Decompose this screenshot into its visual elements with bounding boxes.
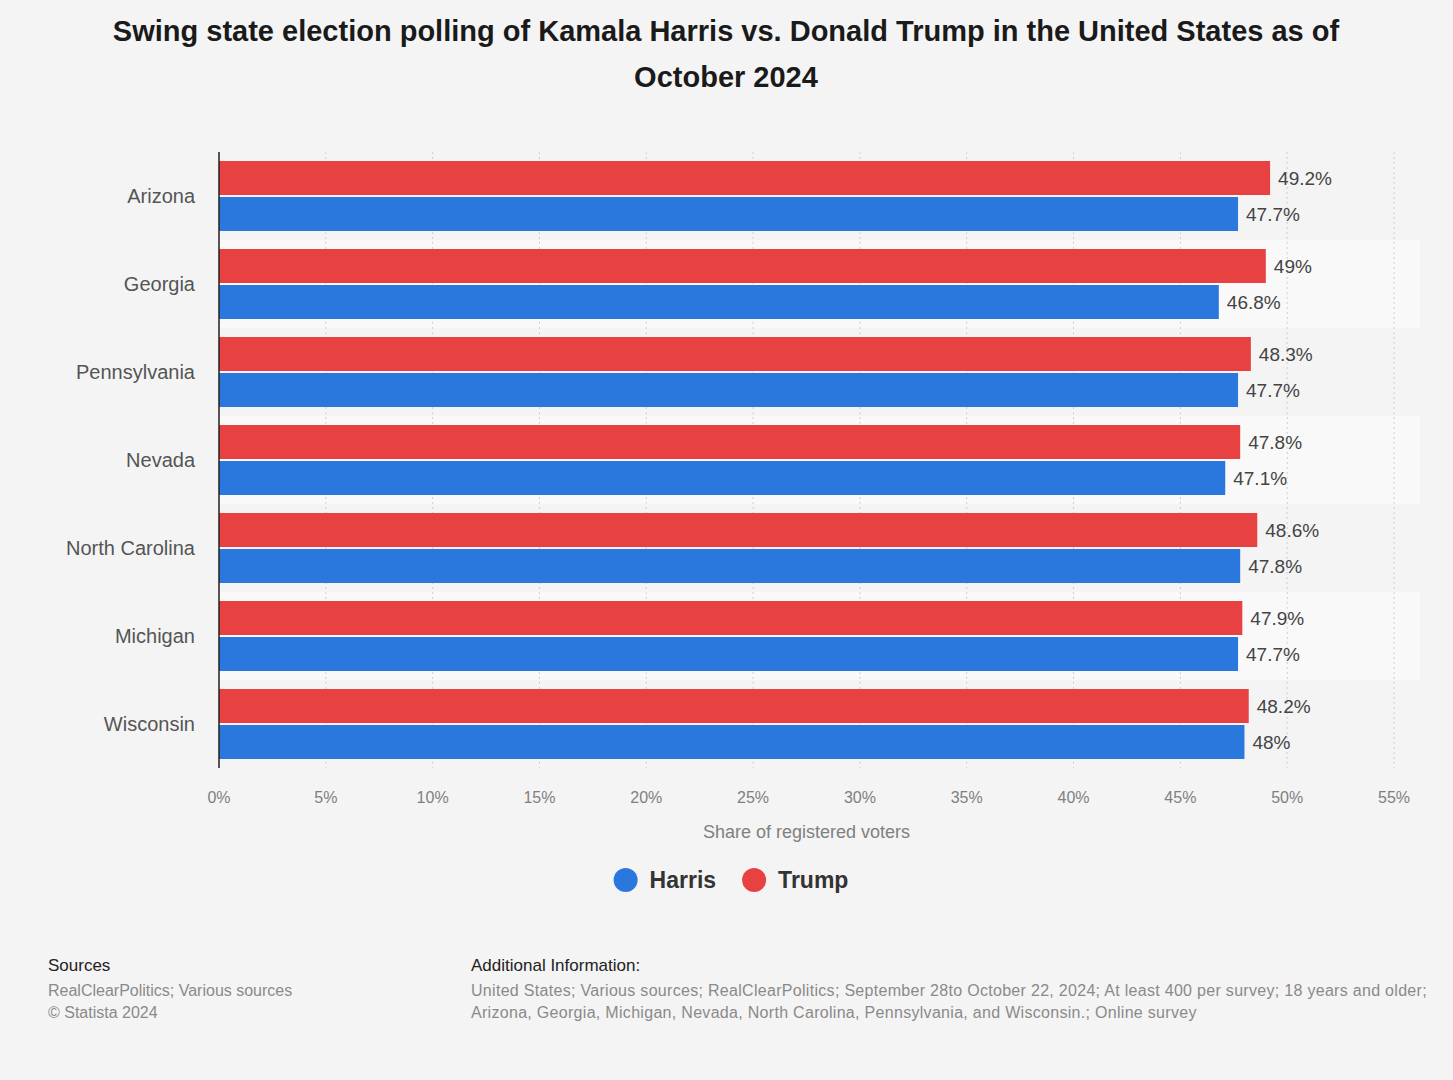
x-axis-range [219,768,1394,769]
bar [219,425,1240,459]
x-tick-label: 10% [417,789,449,806]
annotation: © Statista 2024 [48,1002,428,1024]
grid-line [219,152,220,768]
row-band [219,240,1420,328]
x-tick-label: 40% [1058,789,1090,806]
bar [219,637,1238,671]
annotation: Additional Information: [471,955,1431,977]
grid-line [432,152,433,768]
grid-line [1073,152,1074,768]
chart-title: Swing state election polling of Kamala H… [106,8,1346,100]
annotation: RealClearPolitics; Various sources [48,980,428,1002]
x-tick-label: 55% [1378,789,1410,806]
data-label: 47.1% [1233,468,1287,489]
grid-line [539,152,540,768]
data-label: 47.7% [1246,644,1300,665]
legend-label: Harris [650,867,716,893]
y-axis-line [218,152,220,768]
data-label: 47.7% [1246,380,1300,401]
category-label: North Carolina [66,537,196,559]
x-axis-label: Share of registered voters [703,822,910,842]
grid-line [646,152,647,768]
x-tick-label: 45% [1164,789,1196,806]
x-tick-label: 15% [523,789,555,806]
data-labels: 47.7% 46.8% 47.7% 47.1% 47.8% 47.7% 48% 49.2% 49… [1227,168,1332,753]
data-label: 48.6% [1265,520,1319,541]
data-label: 49.2% [1278,168,1332,189]
row-band [219,592,1420,680]
x-tick-label: 5% [314,789,337,806]
grid-line [859,152,860,768]
data-label: 47.8% [1248,556,1302,577]
category-label: Nevada [126,449,196,471]
bar [219,337,1251,371]
bars [219,161,1270,759]
x-tick-label: 35% [951,789,983,806]
bar [219,725,1244,759]
x-tick-label: 0% [207,789,230,806]
data-label: 48% [1252,732,1290,753]
grid-line [1394,152,1395,768]
x-tick-label: 25% [737,789,769,806]
data-label: 47.9% [1250,608,1304,629]
category-label: Pennsylvania [76,361,196,383]
data-label: 46.8% [1227,292,1281,313]
bar [219,601,1242,635]
x-tick-label: 20% [630,789,662,806]
category-label: Wisconsin [104,713,195,735]
category-label: Arizona [127,185,196,207]
bar [219,513,1257,547]
legend-swatch [614,868,638,892]
grid-line [753,152,754,768]
grid-line [1180,152,1181,768]
grid-line [966,152,967,768]
bar [219,197,1238,231]
chart-svg: 0%5%10%15%20%25%30%35%40%45%50%55%47.7%4… [0,0,1453,1080]
data-label: 47.7% [1246,204,1300,225]
legend-swatch [742,868,766,892]
annotation: United States; Various sources; RealClea… [471,980,1431,1024]
grid-line [325,152,326,768]
data-label: 48.2% [1257,696,1311,717]
legend-label: Trump [778,867,848,893]
annotation: Sources [48,955,428,977]
bar [219,249,1266,283]
category-label: Georgia [124,273,196,295]
data-label: 47.8% [1248,432,1302,453]
bar [219,689,1249,723]
x-tick-label: 50% [1271,789,1303,806]
data-label: 48.3% [1259,344,1313,365]
grid-line [1287,152,1288,768]
legend: Harris Trump [614,867,849,893]
bar [219,161,1270,195]
bar [219,373,1238,407]
bar [219,549,1240,583]
bar [219,461,1225,495]
bar [219,285,1219,319]
row-band [219,416,1420,504]
x-tick-label: 30% [844,789,876,806]
data-label: 49% [1274,256,1312,277]
category-label: Michigan [115,625,195,647]
